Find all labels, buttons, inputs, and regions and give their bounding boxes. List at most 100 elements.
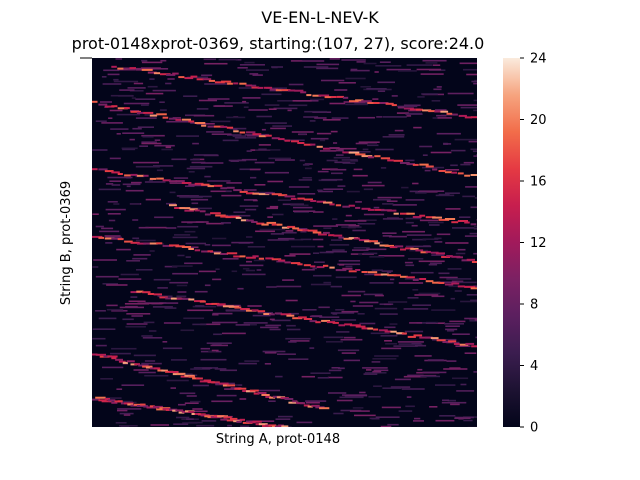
- heatmap-cell: [442, 399, 449, 402]
- heatmap-cell: [192, 377, 200, 380]
- heatmap-cell: [418, 260, 445, 263]
- heatmap-cell: [265, 134, 272, 137]
- heatmap-cell: [212, 237, 227, 240]
- heatmap-cell: [111, 171, 120, 174]
- heatmap-cell: [299, 133, 307, 135]
- heatmap-cell: [319, 139, 326, 142]
- heatmap-cell: [401, 186, 409, 189]
- heatmap-cell: [403, 107, 414, 110]
- heatmap-cell: [249, 168, 261, 171]
- heatmap-cell: [466, 73, 477, 76]
- heatmap-cell: [404, 330, 424, 333]
- heatmap-cell: [334, 161, 351, 164]
- heatmap-cell: [344, 323, 353, 326]
- heatmap-cell: [271, 66, 283, 68]
- heatmap-cell: [435, 419, 455, 422]
- heatmap-cell: [396, 332, 404, 335]
- heatmap-cell: [374, 71, 379, 73]
- heatmap-cell: [420, 73, 444, 75]
- heatmap-cell: [195, 305, 205, 307]
- heatmap-cell: [243, 199, 257, 201]
- heatmap-cell: [201, 414, 210, 417]
- heatmap-cell: [311, 404, 320, 407]
- heatmap-cell: [202, 367, 212, 369]
- heatmap-cell: [455, 252, 466, 255]
- heatmap-cell: [329, 102, 346, 105]
- heatmap-cell: [448, 340, 457, 343]
- heatmap-cell: [108, 399, 116, 402]
- heatmap-cell: [434, 241, 443, 243]
- heatmap-cell: [174, 234, 191, 236]
- heatmap-cell: [251, 86, 260, 89]
- heatmap-cell: [192, 408, 203, 410]
- heatmap-cell: [368, 396, 381, 398]
- colorbar-tick-label: 0: [530, 421, 538, 436]
- heatmap-cell: [446, 278, 472, 280]
- heatmap-cell: [439, 276, 458, 279]
- heatmap-cell: [192, 323, 207, 326]
- heatmap-cell: [294, 89, 304, 92]
- heatmap-cell: [102, 83, 122, 85]
- heatmap-cell: [412, 163, 419, 166]
- heatmap-cell: [104, 398, 110, 400]
- heatmap-cell: [162, 347, 183, 350]
- heatmap-cell: [441, 401, 467, 404]
- heatmap-cell: [430, 151, 452, 154]
- heatmap-cell: [141, 68, 153, 71]
- heatmap-cell: [184, 209, 194, 212]
- heatmap-cell: [338, 236, 344, 239]
- heatmap-cell: [449, 320, 466, 323]
- heatmap-cell: [443, 143, 452, 145]
- heatmap-cell: [253, 259, 266, 262]
- heatmap-cell: [159, 109, 167, 111]
- heatmap-cell: [203, 379, 212, 382]
- heatmap-cell: [293, 210, 316, 212]
- heatmap-cell: [225, 216, 236, 219]
- heatmap-cell: [318, 190, 333, 193]
- heatmap-cell: [172, 117, 181, 119]
- heatmap-cell: [101, 76, 107, 78]
- heatmap-cell: [141, 362, 162, 365]
- heatmap-cell: [419, 336, 430, 339]
- heatmap-cell: [344, 220, 367, 222]
- heatmap-cell: [300, 91, 307, 94]
- heatmap-cell: [266, 286, 277, 288]
- heatmap-cell: [371, 417, 380, 420]
- chart-title: VE-EN-L-NEV-K: [261, 8, 379, 27]
- heatmap-cell: [101, 122, 123, 124]
- heatmap-cell: [446, 112, 453, 115]
- heatmap-cell: [464, 235, 477, 237]
- heatmap-cell: [210, 120, 231, 123]
- heatmap-cell: [380, 273, 389, 276]
- heatmap-cell: [129, 67, 136, 70]
- heatmap-cell: [258, 257, 264, 260]
- heatmap-cell: [207, 185, 214, 188]
- heatmap-cell: [171, 158, 187, 161]
- heatmap-cell: [384, 330, 392, 333]
- heatmap-cell: [393, 274, 401, 277]
- heatmap-cell: [457, 285, 465, 288]
- heatmap-cell: [226, 252, 238, 255]
- heatmap-cell: [220, 222, 231, 224]
- heatmap-cell: [270, 127, 286, 130]
- heatmap-cell: [438, 218, 450, 221]
- heatmap-cell: [404, 278, 421, 280]
- heatmap-cell: [134, 363, 140, 366]
- heatmap-cell: [203, 58, 216, 61]
- heatmap-cell: [438, 272, 450, 275]
- heatmap-cell: [339, 396, 364, 399]
- heatmap-cell: [226, 419, 234, 422]
- heatmap-cell: [167, 78, 175, 80]
- heatmap-cell: [194, 209, 200, 212]
- heatmap-cell: [241, 158, 257, 161]
- heatmap-cell: [341, 59, 366, 61]
- heatmap-cell: [467, 426, 477, 427]
- heatmap-cell: [313, 252, 320, 254]
- heatmap-cell: [92, 266, 99, 268]
- heatmap-cell: [389, 246, 398, 249]
- heatmap-cell: [367, 144, 379, 147]
- heatmap-cell: [92, 398, 100, 401]
- heatmap-cell: [341, 226, 362, 228]
- heatmap-cell: [162, 116, 169, 119]
- heatmap-cell: [323, 281, 332, 284]
